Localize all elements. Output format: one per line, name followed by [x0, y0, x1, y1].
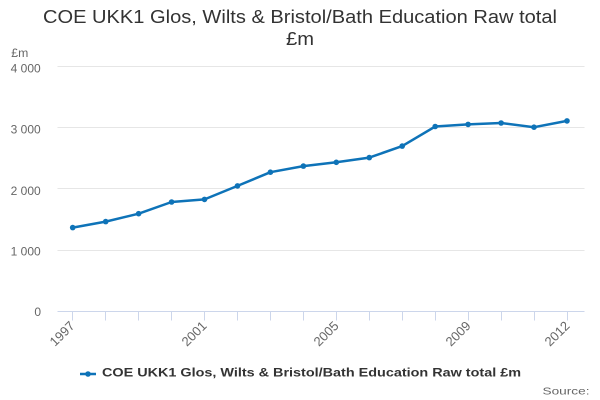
svg-text:0: 0 [34, 305, 41, 319]
svg-text:1 000: 1 000 [11, 244, 41, 258]
svg-text:£m: £m [286, 29, 314, 49]
svg-text:£m: £m [11, 46, 28, 60]
svg-text:3 000: 3 000 [11, 122, 41, 136]
svg-text:4 000: 4 000 [11, 61, 41, 75]
svg-text:Source:: Source: [543, 386, 590, 397]
svg-text:COE UKK1 Glos, Wilts & Bristol: COE UKK1 Glos, Wilts & Bristol/Bath Educ… [102, 366, 521, 380]
svg-text:COE UKK1 Glos, Wilts & Bristol: COE UKK1 Glos, Wilts & Bristol/Bath Educ… [43, 7, 557, 27]
svg-text:2 000: 2 000 [11, 184, 41, 198]
